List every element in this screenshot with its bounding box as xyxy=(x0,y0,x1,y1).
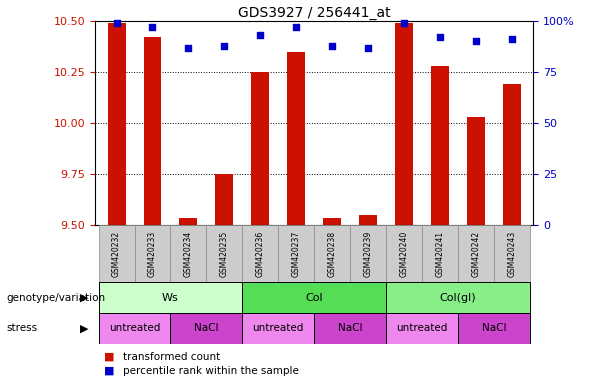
Bar xyxy=(359,215,377,225)
Bar xyxy=(134,225,170,282)
Text: GSM420242: GSM420242 xyxy=(471,230,481,276)
Bar xyxy=(422,225,458,282)
Point xyxy=(399,20,409,26)
Bar xyxy=(503,84,520,225)
Text: GSM420234: GSM420234 xyxy=(184,230,193,276)
Text: GSM420241: GSM420241 xyxy=(435,230,444,276)
Title: GDS3927 / 256441_at: GDS3927 / 256441_at xyxy=(238,6,390,20)
Text: GSM420233: GSM420233 xyxy=(148,230,157,276)
Text: GSM420237: GSM420237 xyxy=(292,230,301,276)
Bar xyxy=(143,37,161,225)
Bar xyxy=(242,225,278,282)
Text: ■: ■ xyxy=(104,352,115,362)
Bar xyxy=(170,313,242,344)
Text: genotype/variation: genotype/variation xyxy=(6,293,105,303)
Point xyxy=(219,43,229,49)
Text: percentile rank within the sample: percentile rank within the sample xyxy=(123,366,299,376)
Text: ■: ■ xyxy=(104,366,115,376)
Bar xyxy=(386,282,530,313)
Bar xyxy=(395,23,413,225)
Point xyxy=(291,24,301,30)
Text: GSM420235: GSM420235 xyxy=(220,230,229,276)
Bar xyxy=(386,313,458,344)
Bar xyxy=(314,225,350,282)
Bar xyxy=(386,225,422,282)
Bar xyxy=(350,225,386,282)
Point xyxy=(435,34,445,40)
Text: GSM420243: GSM420243 xyxy=(507,230,516,276)
Text: GSM420236: GSM420236 xyxy=(256,230,265,276)
Bar xyxy=(108,23,126,225)
Text: Col: Col xyxy=(305,293,323,303)
Bar xyxy=(99,225,134,282)
Bar xyxy=(242,282,386,313)
Point xyxy=(183,45,193,51)
Bar xyxy=(314,313,386,344)
Text: transformed count: transformed count xyxy=(123,352,220,362)
Point xyxy=(148,24,158,30)
Point xyxy=(363,45,373,51)
Point xyxy=(507,36,517,43)
Text: untreated: untreated xyxy=(253,323,304,333)
Bar xyxy=(431,66,449,225)
Point xyxy=(256,32,265,38)
Bar xyxy=(494,225,530,282)
Bar xyxy=(287,52,305,225)
Bar xyxy=(278,225,314,282)
Text: NaCl: NaCl xyxy=(338,323,362,333)
Point xyxy=(327,43,337,49)
Bar xyxy=(242,313,314,344)
Text: NaCl: NaCl xyxy=(482,323,506,333)
Bar xyxy=(170,225,207,282)
Bar xyxy=(215,174,234,225)
Bar xyxy=(207,225,242,282)
Text: GSM420239: GSM420239 xyxy=(364,230,373,276)
Text: ▶: ▶ xyxy=(80,323,89,333)
Text: untreated: untreated xyxy=(109,323,160,333)
Text: NaCl: NaCl xyxy=(194,323,219,333)
Text: stress: stress xyxy=(6,323,37,333)
Text: GSM420238: GSM420238 xyxy=(327,230,337,276)
Point xyxy=(471,38,481,45)
Bar xyxy=(458,313,530,344)
Bar xyxy=(323,217,341,225)
Bar xyxy=(180,217,197,225)
Bar xyxy=(99,313,170,344)
Bar xyxy=(251,72,269,225)
Text: GSM420240: GSM420240 xyxy=(400,230,408,276)
Text: Ws: Ws xyxy=(162,293,179,303)
Bar xyxy=(467,117,485,225)
Text: ▶: ▶ xyxy=(80,293,89,303)
Bar xyxy=(99,282,242,313)
Text: GSM420232: GSM420232 xyxy=(112,230,121,276)
Text: untreated: untreated xyxy=(396,323,447,333)
Point xyxy=(112,20,121,26)
Text: Col(gl): Col(gl) xyxy=(440,293,476,303)
Bar xyxy=(458,225,494,282)
